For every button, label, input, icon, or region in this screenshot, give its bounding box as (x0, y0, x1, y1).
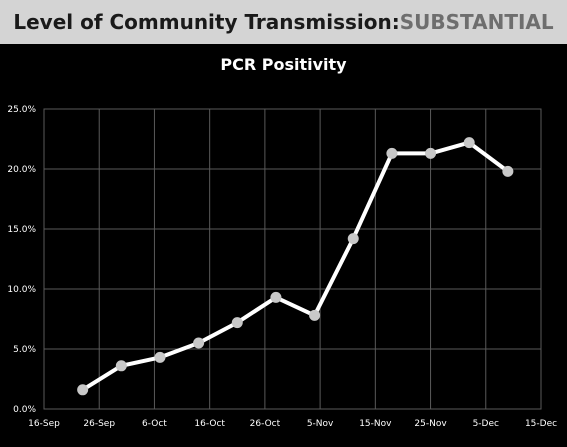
y-tick-label: 10.0% (7, 285, 36, 295)
plot-border (43, 108, 542, 410)
x-tick-label: 5-Dec (473, 419, 499, 429)
data-point (309, 309, 321, 321)
chart-title: PCR Positivity (220, 55, 347, 74)
data-point (193, 337, 205, 349)
x-tick-label: 16-Oct (194, 419, 225, 429)
data-point (347, 233, 359, 245)
x-tick-label: 16-Sep (28, 419, 60, 429)
transmission-level-banner: Level of Community Transmission: SUBSTAN… (0, 0, 567, 44)
x-tick-label: 25-Nov (414, 419, 447, 429)
data-point (425, 147, 437, 159)
x-tick-label: 26-Oct (250, 419, 281, 429)
data-point (502, 165, 514, 177)
data-point (231, 317, 243, 329)
y-tick-label: 5.0% (13, 345, 36, 355)
y-tick-label: 15.0% (7, 225, 36, 235)
banner-prefix: Level of Community Transmission: (13, 10, 400, 34)
x-tick-label: 6-Oct (142, 419, 167, 429)
y-tick-label: 20.0% (7, 165, 36, 175)
data-point (270, 291, 282, 303)
x-tick-label: 5-Nov (307, 419, 334, 429)
y-tick-label: 25.0% (7, 105, 36, 115)
series-line (80, 140, 510, 392)
y-tick-label: 0.0% (13, 405, 36, 415)
data-point (463, 137, 475, 149)
data-point (154, 351, 166, 363)
data-point (115, 360, 127, 372)
data-point (77, 384, 89, 396)
data-point (386, 147, 398, 159)
transmission-level-value: SUBSTANTIAL (399, 10, 554, 34)
x-tick-label: 15-Nov (359, 419, 392, 429)
x-tick-label: 26-Sep (83, 419, 115, 429)
x-tick-label: 15-Dec (525, 419, 557, 429)
